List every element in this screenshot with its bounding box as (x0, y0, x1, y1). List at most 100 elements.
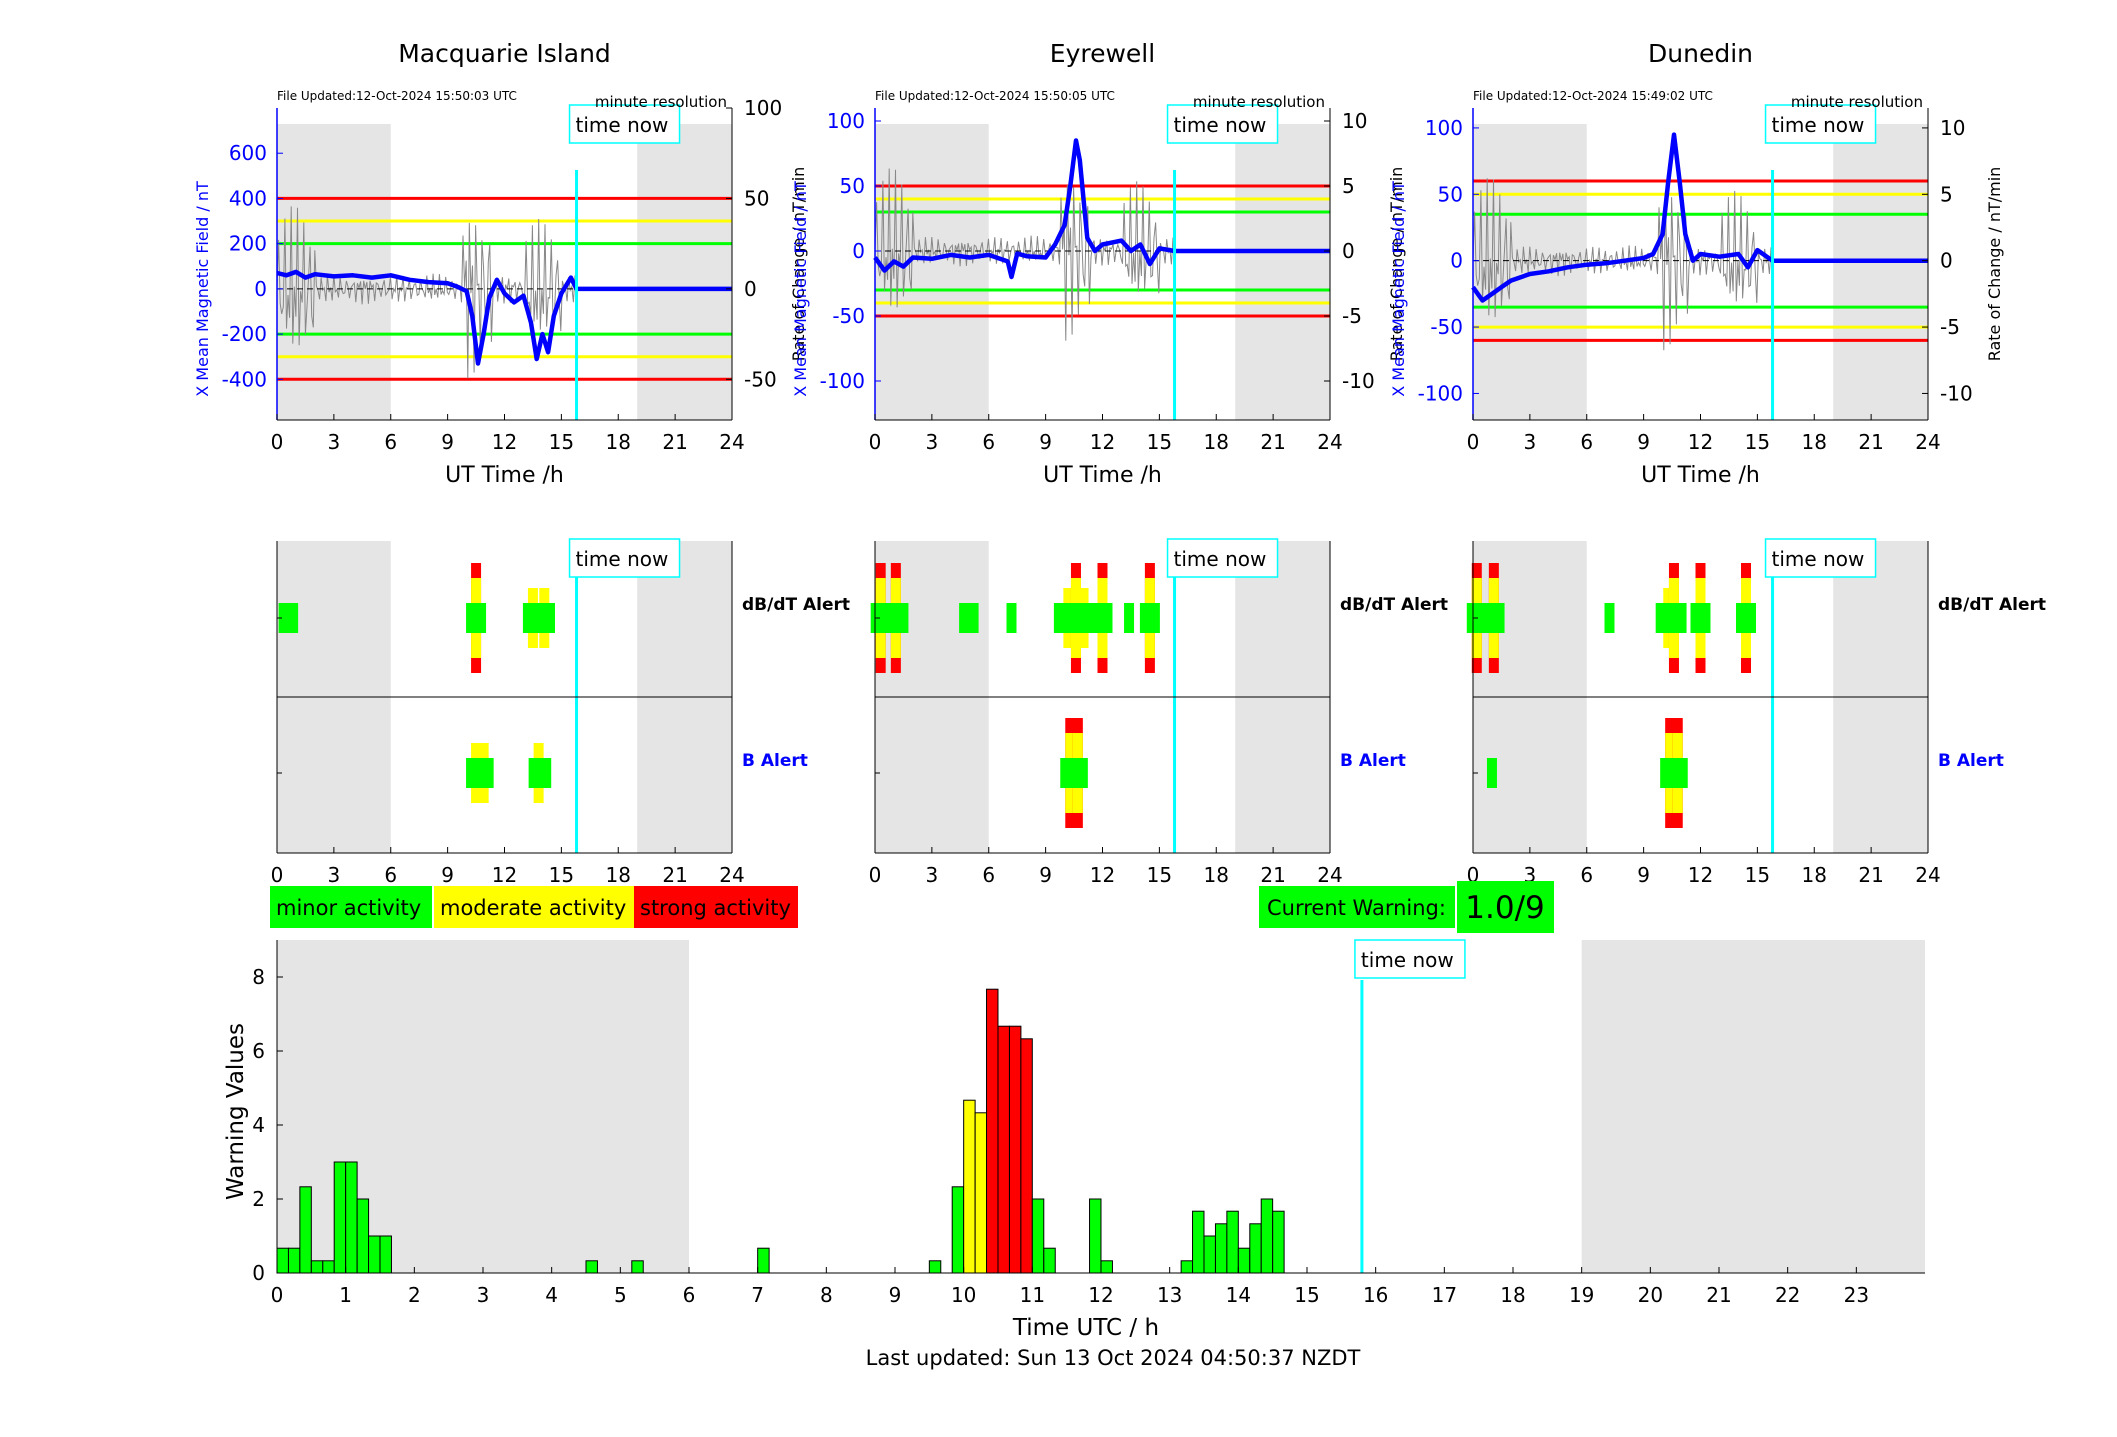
left-tick-label: 400 (229, 186, 267, 210)
legend-strong-activity-swatch (634, 886, 798, 928)
x-tick-label: 9 (889, 1283, 902, 1307)
y-tick-label: 8 (252, 965, 265, 989)
time-now-label-box (568, 104, 681, 144)
left-axis-label: X Mean Magnetic Field / nT (1389, 181, 1408, 397)
magnetic-field-series (873, 138, 1330, 280)
time-now-label-box (1354, 939, 1466, 979)
x-tick-label: 5 (614, 1283, 627, 1307)
warning-bar (379, 1235, 392, 1274)
legend-moderate-activity-swatch (434, 886, 634, 928)
warning-bar (631, 1260, 644, 1274)
right-tick-label: 50 (744, 186, 769, 210)
left-tick-label: -400 (222, 367, 267, 391)
left-tick-label: -50 (1430, 315, 1463, 339)
x-tick-label: 9 (441, 863, 454, 887)
x-axis-label: UT Time /h (445, 463, 564, 488)
x-tick-label: 21 (662, 863, 687, 887)
x-axis-label: UT Time /h (1641, 463, 1760, 488)
x-tick-label: 9 (1039, 863, 1052, 887)
x-tick-label: 6 (982, 863, 995, 887)
magnetic-field-series (1471, 132, 1928, 303)
right-tick-label: 5 (1940, 182, 1953, 206)
time-now-label: time now (1174, 113, 1267, 137)
night-shade (637, 124, 732, 420)
x-tick-label: 0 (1467, 430, 1480, 454)
x-tick-label: 6 (1580, 863, 1593, 887)
right-tick-label: 100 (744, 96, 782, 120)
legend-moderate-activity: moderate activity (440, 896, 626, 920)
left-tick-label: 50 (1438, 182, 1463, 206)
warning-bar (356, 1198, 370, 1274)
x-tick-label: 18 (1204, 430, 1229, 454)
x-tick-label: 9 (441, 430, 454, 454)
dbdt-alert-bar-green (1006, 603, 1017, 633)
x-tick-label: 8 (820, 1283, 833, 1307)
file-updated-note: File Updated:12-Oct-2024 15:50:05 UTC (875, 89, 1115, 103)
x-tick-label: 12 (1688, 430, 1713, 454)
warning-bar (322, 1260, 335, 1274)
y-tick-label: 6 (252, 1039, 265, 1063)
warning-bar (287, 1247, 301, 1274)
x-tick-label: 12 (1090, 863, 1115, 887)
warning-bar (1203, 1235, 1216, 1274)
time-now-label: time now (576, 113, 669, 137)
warning-bar (1043, 1247, 1056, 1274)
warning-bar (1008, 1025, 1022, 1274)
warning-bar (1100, 1260, 1113, 1274)
dbdt-alert-bar-green (898, 603, 909, 633)
x-tick-label: 2 (408, 1283, 421, 1307)
time-now-label-box (1166, 104, 1279, 144)
warning-bar (310, 1260, 324, 1274)
time-now-label: time now (576, 547, 669, 571)
right-tick-label: -5 (1940, 315, 1960, 339)
warning-bar (585, 1260, 598, 1274)
left-tick-label: 200 (229, 232, 267, 256)
x-tick-label: 24 (1317, 863, 1342, 887)
rate-of-change-series (276, 206, 577, 379)
x-tick-label: 3 (328, 430, 341, 454)
current-warning-box (1259, 886, 1455, 928)
dbdt-alert-bar-green (288, 603, 299, 633)
right-axis-label: Rate of Change / nT/min (1985, 167, 2004, 362)
b-alert-bar-green (1067, 758, 1088, 788)
x-tick-label: 3 (477, 1283, 490, 1307)
night-shade (1235, 124, 1330, 420)
x-tick-label: 24 (1317, 430, 1342, 454)
x-tick-label: 6 (384, 863, 397, 887)
left-tick-label: 0 (1450, 249, 1463, 273)
x-tick-label: 1 (339, 1283, 352, 1307)
x-tick-label: 0 (869, 863, 882, 887)
left-tick-label: 600 (229, 141, 267, 165)
left-axis-label: X Mean Magnetic Field / nT (791, 181, 810, 397)
x-tick-label: 12 (492, 430, 517, 454)
station-title: Macquarie Island (398, 39, 611, 68)
x-tick-label: 3 (328, 863, 341, 887)
x-tick-label: 15 (1147, 863, 1172, 887)
warning-bar (1226, 1210, 1239, 1274)
time-now-label-box (1764, 104, 1877, 144)
dbdt-alert-bar-green (1494, 603, 1505, 633)
x-tick-label: 23 (1844, 1283, 1869, 1307)
x-tick-label: 15 (549, 430, 574, 454)
x-tick-label: 10 (951, 1283, 976, 1307)
dbdt-alert-bar-green (278, 603, 289, 633)
dbdt-alert-bar-green (1073, 603, 1094, 633)
warning-bar (928, 1260, 942, 1274)
left-tick-label: -200 (222, 322, 267, 346)
warning-bar (368, 1235, 381, 1274)
station-title: Eyrewell (1050, 39, 1155, 68)
x-tick-label: 21 (1858, 430, 1883, 454)
warning-bar (986, 988, 999, 1274)
dbdt-alert-bar-green (1676, 603, 1687, 633)
x-tick-label: 15 (1745, 430, 1770, 454)
x-tick-label: 3 (1524, 430, 1537, 454)
x-tick-label: 9 (1637, 430, 1650, 454)
time-now-label: time now (1361, 948, 1454, 972)
dbdt-alert-bar-green (1690, 603, 1711, 633)
magnetic-field-series (276, 269, 732, 366)
left-tick-label: 0 (852, 239, 865, 263)
x-tick-label: 15 (549, 863, 574, 887)
warning-bar (1020, 1038, 1033, 1274)
